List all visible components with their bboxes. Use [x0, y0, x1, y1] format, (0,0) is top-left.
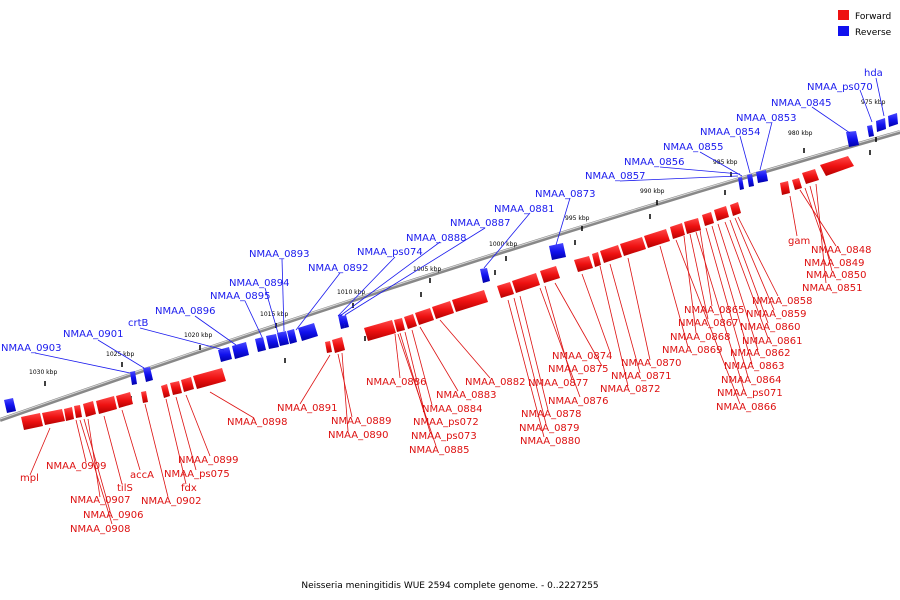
gene-label: NMAA_ps074: [357, 247, 423, 258]
gene-label: NMAA_0909: [46, 461, 107, 472]
kbp-tick: 1010 kbp: [337, 289, 365, 296]
genome-axis-highlight: [0, 130, 900, 420]
gene-label: NMAA_0906: [83, 510, 144, 521]
gene-label: NMAA_0879: [519, 423, 580, 434]
gene-label: NMAA_ps075: [164, 469, 230, 480]
kbp-tick: 975 kbp: [861, 99, 886, 106]
gene-label: gam: [788, 236, 810, 247]
gene-label: NMAA_0883: [436, 390, 497, 401]
gene-label: NMAA_0850: [806, 270, 867, 281]
gene-label: NMAA_0886: [366, 377, 427, 388]
legend-forward-label: Forward: [855, 12, 891, 22]
gene-label: NMAA_0882: [465, 377, 526, 388]
gene-label: NMAA_0871: [611, 371, 672, 382]
kbp-tick: 1020 kbp: [184, 332, 212, 339]
gene-label: hda: [864, 68, 883, 79]
gene-label: NMAA_0898: [227, 417, 288, 428]
genome-axis: [0, 130, 900, 422]
gene-label: NMAA_ps071: [717, 388, 783, 399]
gene-label: NMAA_0880: [520, 436, 581, 447]
gene-label: NMAA_0857: [585, 171, 646, 182]
gene-label: NMAA_0878: [521, 409, 582, 420]
gene-label: NMAA_0896: [155, 306, 216, 317]
legend: Forward Reverse: [838, 10, 892, 38]
genome-caption: Neisseria meningitidis WUE 2594 complete…: [301, 581, 598, 591]
kbp-tick: 995 kbp: [565, 215, 590, 222]
gene-label: NMAA_0877: [528, 378, 589, 389]
gene-label: NMAA_0901: [63, 329, 124, 340]
kbp-tick: 980 kbp: [788, 130, 813, 137]
gene-label: NMAA_0881: [494, 204, 555, 215]
gene-label: NMAA_0867: [678, 318, 739, 329]
gene-label: NMAA_0887: [450, 218, 511, 229]
gene-label: NMAA_0863: [724, 361, 785, 372]
legend-forward-swatch: [838, 10, 849, 20]
forward-leader-lines: [29, 183, 837, 525]
gene-label: mpl: [20, 473, 39, 484]
kbp-tick: 1005 kbp: [413, 266, 441, 273]
gene-label: NMAA_0861: [742, 336, 803, 347]
gene-label: NMAA_0907: [70, 495, 131, 506]
gene-label: NMAA_0894: [229, 278, 290, 289]
gene-label: NMAA_ps070: [807, 82, 873, 93]
gene-label: NMAA_0902: [141, 496, 202, 507]
gene-label: NMAA_0888: [406, 233, 467, 244]
gene-label: NMAA_0889: [331, 416, 392, 427]
kbp-tick: 1015 kbp: [260, 311, 288, 318]
gene-label: NMAA_0875: [548, 364, 609, 375]
gene-label: NMAA_0859: [746, 309, 807, 320]
gene-label: NMAA_0872: [600, 384, 661, 395]
gene-label: NMAA_0876: [548, 396, 609, 407]
gene-label: NMAA_0864: [721, 375, 782, 386]
legend-reverse-swatch: [838, 26, 849, 36]
forward-gene-arrows: [21, 156, 854, 430]
gene-label: NMAA_0849: [804, 258, 865, 269]
gene-label: NMAA_0845: [771, 98, 832, 109]
gene-label: NMAA_ps073: [411, 431, 477, 442]
gene-label: NMAA_0855: [663, 142, 724, 153]
gene-label: NMAA_0862: [730, 348, 791, 359]
forward-gene-labels: gam NMAA_0848 NMAA_0849 NMAA_0850 NMAA_0…: [20, 236, 872, 535]
gene-label: NMAA_0853: [736, 113, 797, 124]
reverse-gene-arrows: [4, 113, 898, 413]
axis-tick-marks: [44, 137, 877, 401]
gene-label: NMAA_0860: [740, 322, 801, 333]
gene-label: NMAA_0884: [422, 404, 483, 415]
gene-label: NMAA_ps072: [413, 417, 479, 428]
gene-label: NMAA_0854: [700, 127, 761, 138]
gene-label: NMAA_0895: [210, 291, 271, 302]
gene-label: NMAA_0865: [684, 305, 745, 316]
gene-label: NMAA_0858: [752, 296, 813, 307]
kbp-tick: 990 kbp: [640, 188, 665, 195]
kbp-tick: 1030 kbp: [29, 369, 57, 376]
gene-label: NMAA_0899: [178, 455, 239, 466]
gene-label: NMAA_0893: [249, 249, 310, 260]
gene-label: NMAA_0870: [621, 358, 682, 369]
gene-label: NMAA_0851: [802, 283, 863, 294]
kbp-tick: 985 kbp: [713, 159, 738, 166]
gene-label: NMAA_0874: [552, 351, 613, 362]
gene-label: NMAA_0848: [811, 245, 872, 256]
gene-label: NMAA_0873: [535, 189, 596, 200]
gene-label: fdx: [181, 483, 197, 494]
reverse-gene-labels: hda NMAA_ps070 NMAA_0845 NMAA_0853 NMAA_…: [1, 68, 883, 354]
gene-label: NMAA_0868: [670, 332, 731, 343]
kbp-tick: 1025 kbp: [106, 351, 134, 358]
gene-label: NMAA_0903: [1, 343, 62, 354]
gene-label: NMAA_0869: [662, 345, 723, 356]
gene-label: tilS: [117, 483, 133, 494]
gene-label: NMAA_0856: [624, 157, 685, 168]
gene-label: accA: [130, 470, 154, 481]
gene-label: NMAA_0908: [70, 524, 131, 535]
legend-reverse-label: Reverse: [855, 28, 892, 38]
gene-label: NMAA_0885: [409, 445, 470, 456]
gene-label: crtB: [128, 318, 149, 329]
gene-label: NMAA_0890: [328, 430, 389, 441]
gene-label: NMAA_0891: [277, 403, 338, 414]
gene-label: NMAA_0866: [716, 402, 777, 413]
reverse-leader-lines: [34, 77, 885, 374]
gene-label: NMAA_0892: [308, 263, 369, 274]
